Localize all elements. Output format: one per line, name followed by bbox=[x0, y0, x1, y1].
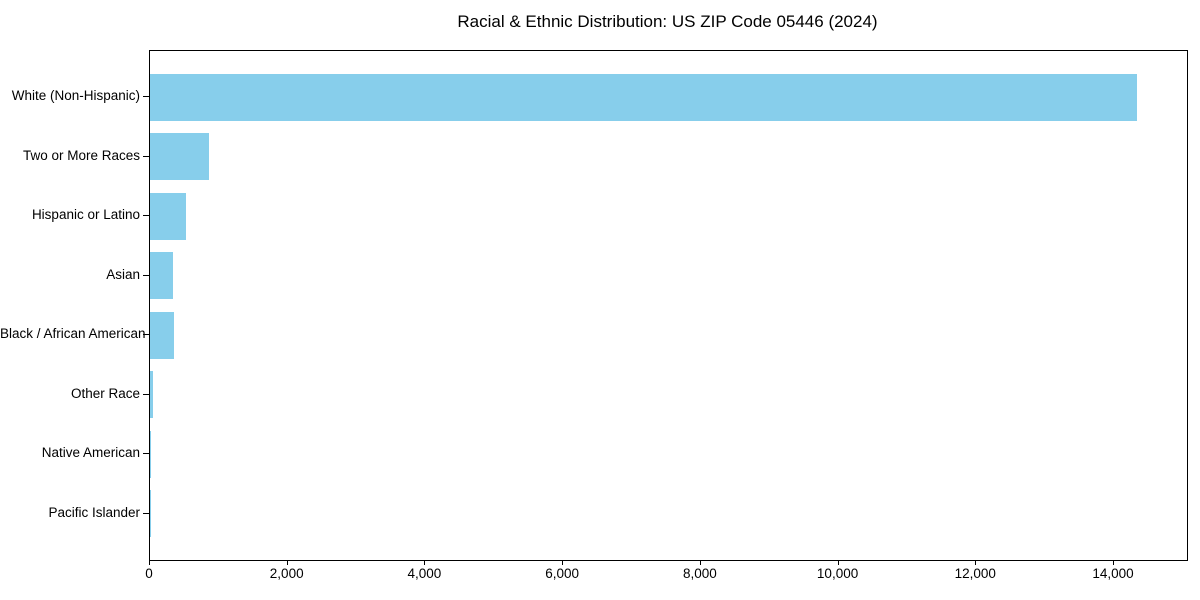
x-tick-mark bbox=[699, 560, 701, 565]
y-axis-label: Black / African American bbox=[0, 326, 146, 341]
x-tick-mark bbox=[1113, 560, 1114, 565]
y-axis-label: Native American bbox=[41, 445, 140, 460]
x-axis-tick-label: 6,000 bbox=[545, 566, 580, 581]
plot-area bbox=[149, 50, 1188, 561]
x-axis-tick-label: 0 bbox=[145, 566, 153, 581]
y-tick-mark bbox=[143, 512, 149, 514]
chart-title: Racial & Ethnic Distribution: US ZIP Cod… bbox=[457, 12, 878, 31]
bar-native-american bbox=[150, 430, 151, 478]
x-tick-mark bbox=[424, 560, 426, 565]
bar-white-non-hispanic bbox=[150, 73, 1138, 121]
bar-asian bbox=[150, 252, 174, 299]
x-axis-tick-label: 2,000 bbox=[269, 566, 304, 581]
x-axis-tick-label: 10,000 bbox=[816, 566, 859, 581]
x-axis-tick-label: 14,000 bbox=[1092, 566, 1134, 581]
y-tick-mark bbox=[143, 274, 149, 276]
x-axis-tick-label: 4,000 bbox=[407, 566, 442, 581]
x-tick-mark bbox=[149, 560, 150, 565]
y-tick-mark bbox=[143, 155, 149, 157]
y-axis-label: Other Race bbox=[70, 385, 140, 401]
y-axis-label: Asian bbox=[106, 266, 140, 282]
bar-hispanic-or-latino bbox=[150, 192, 186, 240]
y-tick-mark bbox=[143, 393, 149, 395]
y-tick-mark bbox=[143, 334, 149, 335]
bar-black-african-american bbox=[150, 311, 175, 359]
x-tick-mark bbox=[837, 560, 839, 565]
x-tick-mark bbox=[975, 560, 977, 565]
y-axis-label: Two or More Races bbox=[22, 147, 140, 163]
y-axis-label: White (Non-Hispanic) bbox=[11, 88, 140, 103]
x-tick-mark bbox=[286, 560, 288, 565]
x-tick-mark bbox=[562, 560, 564, 565]
y-axis-label: Pacific Islander bbox=[48, 504, 140, 520]
bar-other-race bbox=[150, 371, 154, 418]
y-axis-label: Hispanic or Latino bbox=[31, 207, 140, 222]
bar-two-or-more-races bbox=[150, 133, 210, 180]
y-tick-mark bbox=[143, 453, 149, 454]
x-axis-tick-label: 8,000 bbox=[682, 566, 717, 581]
y-tick-mark bbox=[143, 215, 149, 216]
y-tick-mark bbox=[143, 96, 149, 97]
x-axis-tick-label: 12,000 bbox=[954, 566, 996, 581]
